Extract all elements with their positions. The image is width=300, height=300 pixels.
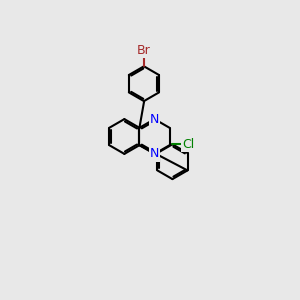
Text: N: N <box>150 147 159 161</box>
Text: N: N <box>150 112 159 126</box>
Text: Cl: Cl <box>182 138 194 151</box>
Text: Br: Br <box>137 44 151 57</box>
